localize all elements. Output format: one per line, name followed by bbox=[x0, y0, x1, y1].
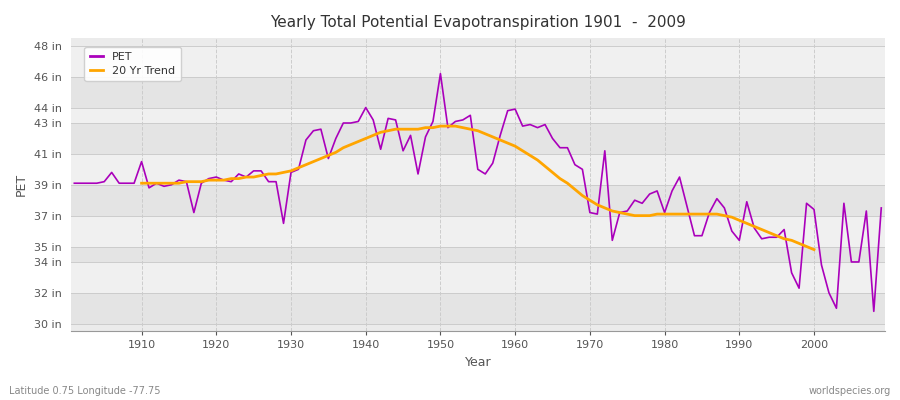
Bar bbox=[70, 216, 885, 246]
20 Yr Trend bbox=[293, 165, 304, 170]
20 Yr Trend bbox=[801, 244, 812, 249]
Bar bbox=[70, 293, 885, 324]
Bar bbox=[70, 246, 885, 262]
X-axis label: Year: Year bbox=[464, 356, 491, 369]
Y-axis label: PET: PET bbox=[15, 173, 28, 196]
20 Yr Trend bbox=[219, 178, 230, 182]
Line: PET: PET bbox=[75, 74, 881, 311]
Bar bbox=[70, 46, 885, 77]
Bar bbox=[70, 185, 885, 216]
20 Yr Trend bbox=[435, 124, 446, 128]
Bar bbox=[70, 262, 885, 293]
Bar bbox=[70, 154, 885, 185]
Title: Yearly Total Potential Evapotranspiration 1901  -  2009: Yearly Total Potential Evapotranspiratio… bbox=[270, 15, 686, 30]
Legend: PET, 20 Yr Trend: PET, 20 Yr Trend bbox=[85, 46, 181, 81]
20 Yr Trend bbox=[308, 159, 319, 164]
20 Yr Trend bbox=[794, 241, 805, 246]
Text: Latitude 0.75 Longitude -77.75: Latitude 0.75 Longitude -77.75 bbox=[9, 386, 160, 396]
Line: 20 Yr Trend: 20 Yr Trend bbox=[141, 126, 814, 250]
PET bbox=[876, 206, 886, 210]
20 Yr Trend bbox=[136, 181, 147, 186]
PET bbox=[435, 71, 446, 76]
PET bbox=[607, 238, 617, 243]
Bar bbox=[70, 77, 885, 108]
20 Yr Trend bbox=[808, 247, 819, 252]
PET bbox=[129, 181, 140, 186]
PET bbox=[509, 107, 520, 112]
Text: worldspecies.org: worldspecies.org bbox=[809, 386, 891, 396]
PET bbox=[69, 181, 80, 186]
PET bbox=[338, 121, 348, 126]
20 Yr Trend bbox=[712, 212, 723, 216]
PET bbox=[293, 167, 304, 172]
PET bbox=[518, 124, 528, 128]
PET bbox=[868, 309, 879, 314]
Bar bbox=[70, 123, 885, 154]
Bar bbox=[70, 108, 885, 123]
